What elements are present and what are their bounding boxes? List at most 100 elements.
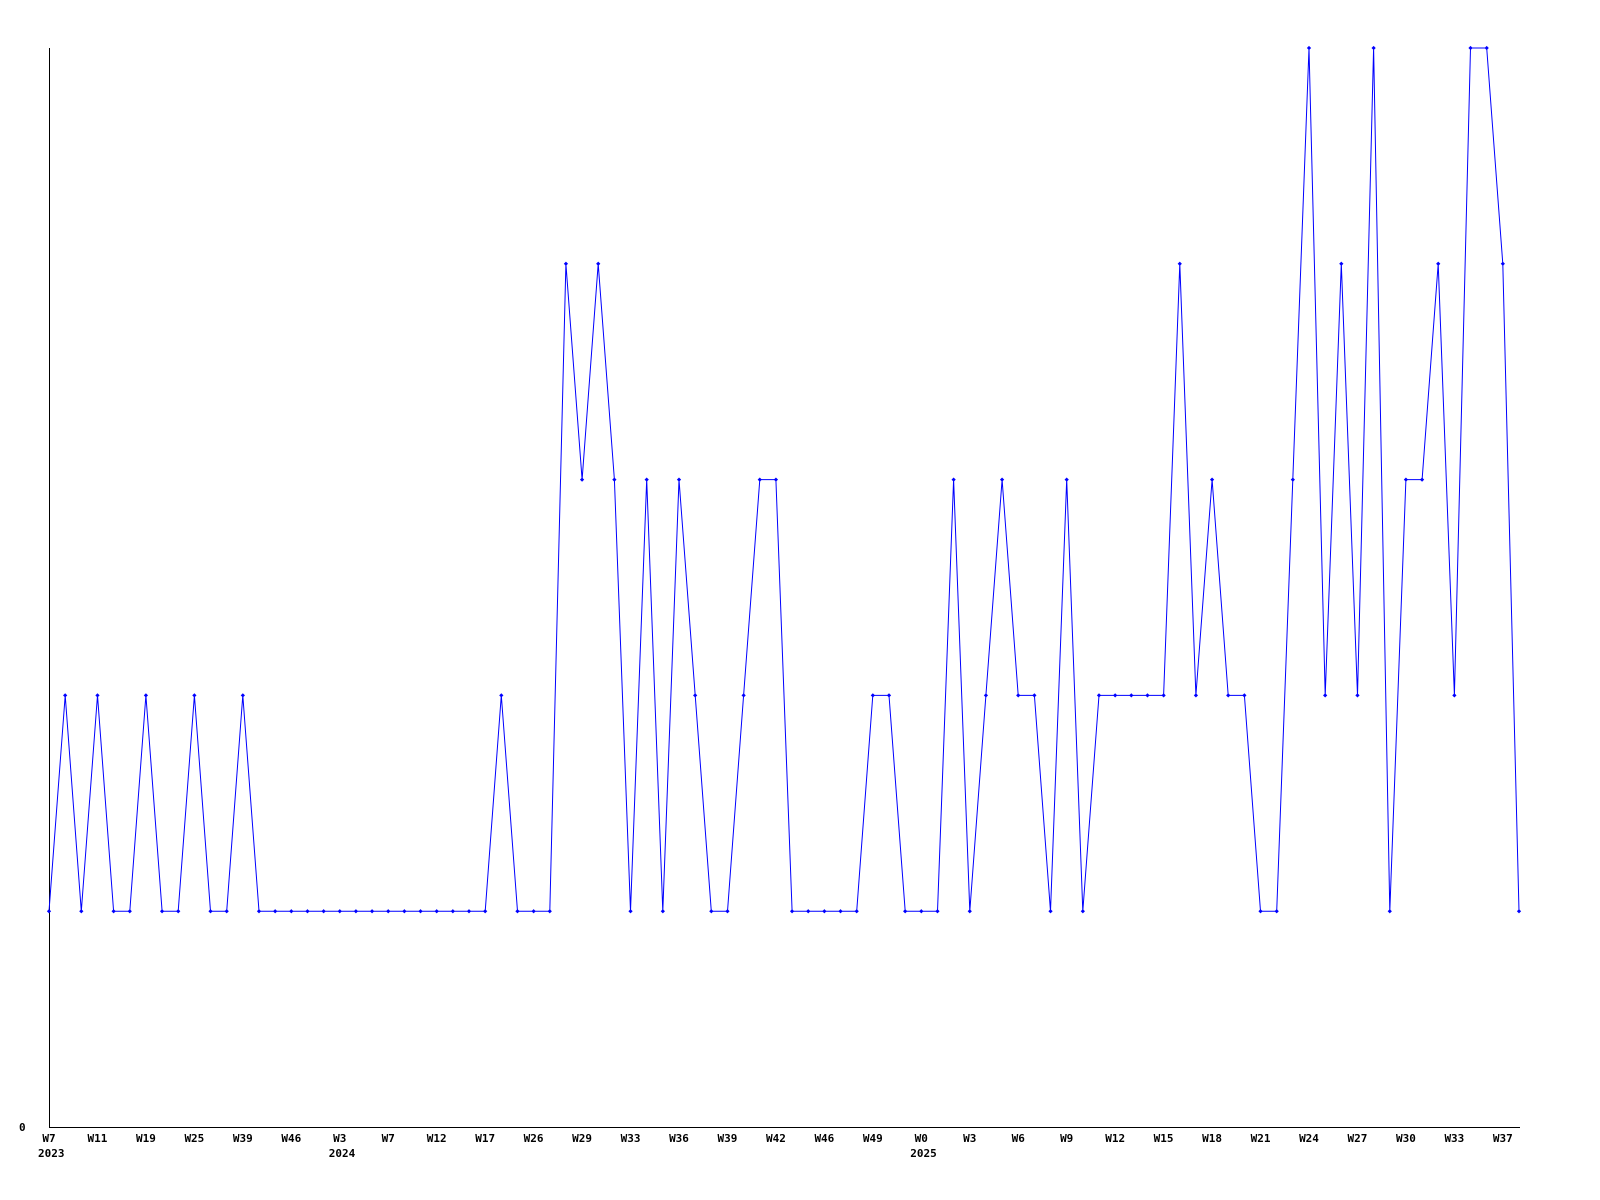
data-point — [208, 909, 213, 914]
data-point — [983, 693, 989, 698]
data-point — [951, 477, 956, 482]
data-point — [369, 909, 375, 914]
series-line — [48, 47, 1520, 912]
x-tick-label: W0 — [915, 1132, 928, 1145]
data-point — [563, 261, 569, 266]
data-point — [838, 909, 843, 914]
data-point — [499, 693, 504, 698]
data-point — [547, 909, 552, 914]
data-point — [1258, 909, 1263, 914]
data-point — [337, 909, 342, 914]
data-point — [579, 477, 585, 482]
data-point — [1274, 909, 1279, 914]
data-point — [886, 693, 892, 698]
data-point — [1209, 477, 1215, 482]
data-point — [822, 909, 827, 914]
data-point — [1468, 45, 1473, 51]
data-point — [1436, 261, 1441, 266]
data-point — [773, 477, 779, 482]
data-point — [111, 909, 116, 914]
data-point — [289, 909, 294, 914]
data-point — [63, 693, 68, 698]
data-point — [273, 909, 278, 914]
data-point — [1419, 477, 1425, 482]
data-point — [46, 909, 52, 914]
data-point — [224, 909, 229, 914]
data-point — [1145, 693, 1150, 698]
data-point — [402, 909, 407, 914]
data-point — [612, 477, 617, 482]
x-tick-label: W11 — [88, 1132, 108, 1145]
data-point — [1323, 693, 1328, 698]
data-point — [305, 909, 310, 914]
x-tick-label: W3 — [963, 1132, 976, 1145]
x-tick-label: W9 — [1060, 1132, 1073, 1145]
x-tick-label: W37 — [1493, 1132, 1513, 1145]
data-point — [434, 909, 439, 914]
data-point — [466, 909, 472, 914]
data-point — [596, 261, 601, 266]
data-point — [127, 909, 132, 914]
x-tick-label: W29 — [572, 1132, 592, 1145]
x-tick-label: W7 — [382, 1132, 395, 1145]
data-point — [1290, 477, 1295, 482]
data-point — [999, 477, 1005, 482]
data-point — [159, 909, 165, 914]
data-point — [660, 909, 665, 914]
x-tick-label: W27 — [1348, 1132, 1368, 1145]
data-point — [79, 909, 84, 914]
data-point — [450, 909, 455, 914]
data-point — [1129, 693, 1134, 698]
data-point — [1048, 909, 1053, 914]
x-tick-label: W36 — [669, 1132, 689, 1145]
data-point — [1161, 693, 1166, 698]
data-point — [1113, 693, 1118, 698]
x-tick-label: W39 — [233, 1132, 253, 1145]
data-point — [789, 909, 795, 914]
x-tick-label: W25 — [184, 1132, 204, 1145]
data-point — [418, 909, 423, 914]
y-tick-label: 0 — [19, 1121, 26, 1134]
data-point — [1355, 693, 1360, 698]
x-tick-label: W42 — [766, 1132, 786, 1145]
data-point — [1032, 693, 1037, 698]
data-point — [1387, 909, 1392, 914]
x-tick-label: W7 — [42, 1132, 55, 1145]
data-point — [693, 693, 698, 698]
x-tick-label: W21 — [1251, 1132, 1271, 1145]
data-point — [1226, 693, 1231, 698]
x-tick-label: W46 — [814, 1132, 834, 1145]
data-point — [1371, 45, 1376, 51]
data-point — [95, 693, 100, 698]
data-point — [483, 909, 488, 914]
x-tick-label: W49 — [863, 1132, 883, 1145]
x-tick-label: W46 — [281, 1132, 301, 1145]
data-point — [1177, 261, 1182, 266]
x-tick-label: W3 — [333, 1132, 346, 1145]
data-point — [192, 693, 197, 698]
data-point — [725, 909, 730, 914]
x-tick-label: W19 — [136, 1132, 156, 1145]
x-tick-label: W12 — [1105, 1132, 1125, 1145]
data-point — [967, 909, 972, 914]
x-tick-label: W26 — [524, 1132, 544, 1145]
data-point — [919, 909, 924, 914]
data-point — [644, 477, 649, 482]
data-point — [676, 477, 682, 482]
x-tick-label: W17 — [475, 1132, 495, 1145]
x-tick-label: W33 — [1444, 1132, 1464, 1145]
data-point — [757, 477, 762, 482]
data-point — [1500, 261, 1505, 266]
data-point — [854, 909, 859, 914]
x-tick-label: W15 — [1154, 1132, 1174, 1145]
data-point — [1452, 693, 1457, 698]
data-point — [256, 909, 262, 914]
data-point — [321, 909, 326, 914]
data-point — [1242, 693, 1247, 698]
data-point — [143, 693, 149, 698]
data-point — [806, 909, 811, 914]
x-year-label: 2023 — [38, 1147, 65, 1160]
data-point — [1096, 693, 1102, 698]
x-tick-label: W18 — [1202, 1132, 1222, 1145]
data-point — [1484, 45, 1489, 51]
